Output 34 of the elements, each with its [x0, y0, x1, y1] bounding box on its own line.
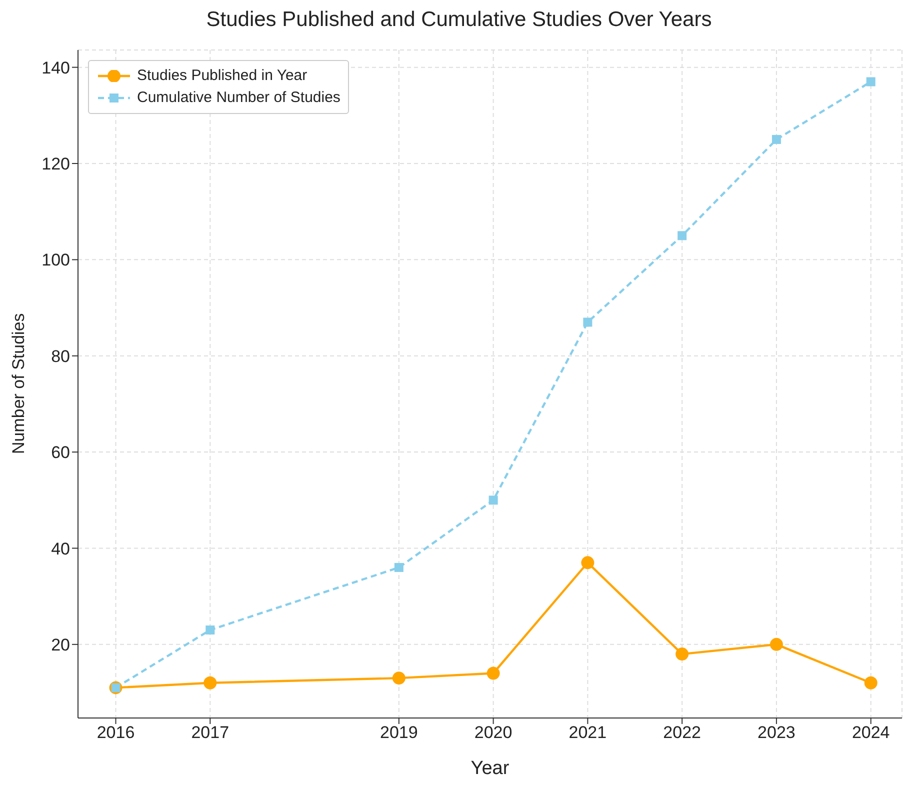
point [204, 676, 217, 690]
point [676, 648, 689, 661]
x-tick-label: 2024 [852, 723, 890, 742]
point [678, 231, 687, 240]
x-tick-label: 2019 [380, 723, 418, 742]
legend-label: Studies Published in Year [137, 66, 308, 86]
chart-title: Studies Published and Cumulative Studies Over Years [205, 8, 713, 33]
point [392, 672, 406, 685]
legend-label: Cumulative Number of Studies [137, 88, 340, 108]
x-tick-label: 2022 [663, 723, 701, 742]
y-tick-label: 60 [51, 443, 70, 462]
y-tick-label: 80 [51, 346, 70, 366]
point [394, 562, 404, 572]
y-axis-title: Number of Studies [9, 313, 28, 454]
point [206, 625, 215, 634]
x-tick-label: 2016 [96, 723, 135, 742]
x-tick-label: 2021 [568, 723, 607, 742]
y-tick-label: 100 [42, 250, 70, 270]
point [866, 77, 876, 86]
x-tick-label: 2020 [474, 723, 512, 742]
y-tick-label: 20 [51, 635, 70, 654]
y-tick-label: 140 [42, 58, 70, 78]
point [581, 556, 594, 570]
y-tick-label: 40 [51, 539, 70, 558]
point [583, 318, 592, 327]
x-axis-title: Year [470, 758, 510, 779]
x-tick-label: 2017 [191, 723, 230, 742]
y-tick-label: 120 [42, 154, 70, 174]
point [864, 676, 878, 690]
point [486, 666, 500, 680]
x-tick-label: 2023 [758, 723, 796, 742]
point [770, 638, 783, 651]
point [772, 134, 781, 144]
point [488, 496, 498, 505]
